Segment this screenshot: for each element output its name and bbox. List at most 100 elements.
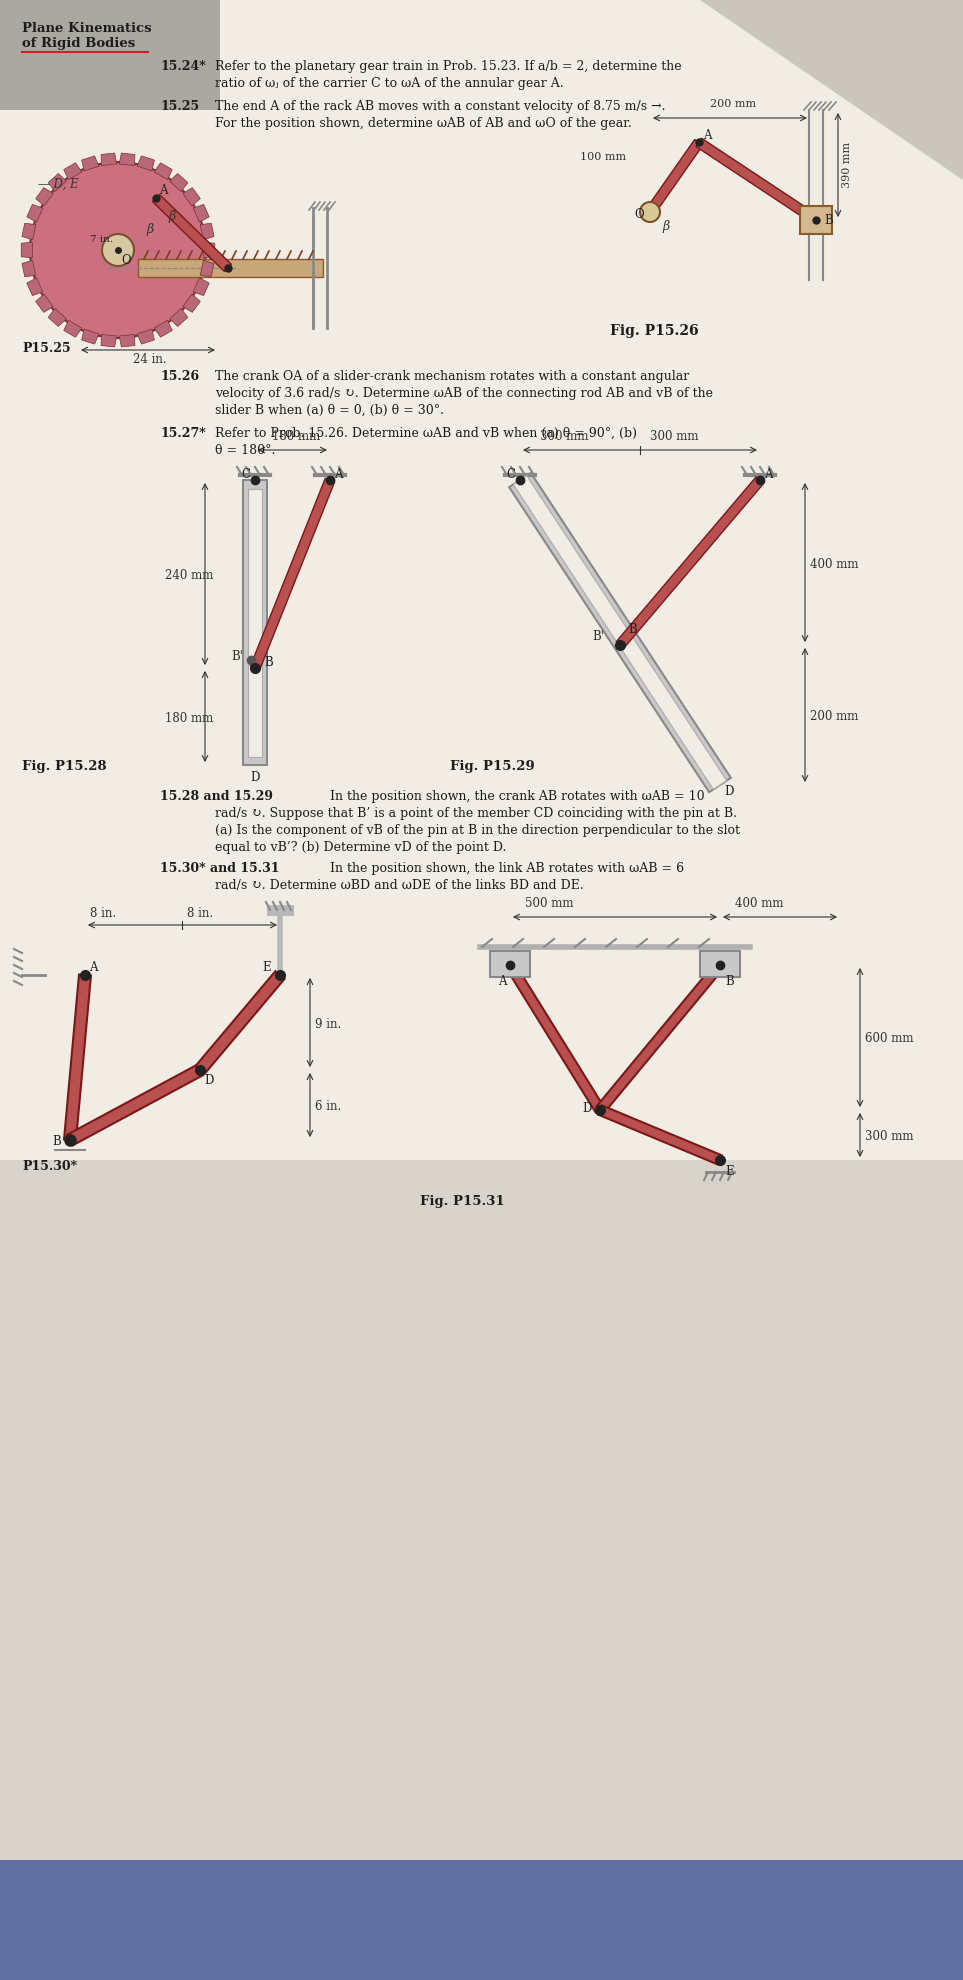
Polygon shape [64, 974, 91, 1140]
Text: For the position shown, determine ωAB of AB and ωO of the gear.: For the position shown, determine ωAB of… [215, 117, 632, 131]
Text: equal to vB’? (b) Determine vD of the point D.: equal to vB’? (b) Determine vD of the po… [215, 842, 507, 853]
Text: B': B' [231, 649, 243, 663]
Text: The crank OA of a slider-crank mechanism rotates with a constant angular: The crank OA of a slider-crank mechanism… [215, 370, 690, 382]
Circle shape [640, 202, 660, 222]
Polygon shape [64, 321, 82, 337]
Polygon shape [154, 162, 172, 180]
Polygon shape [36, 188, 53, 206]
Text: C: C [241, 467, 250, 481]
Bar [490, 950, 530, 976]
Text: — D, E: — D, E [38, 178, 79, 190]
Text: β: β [168, 210, 175, 224]
Text: Refer to the planetary gear train in Prob. 15.23. If a/b = 2, determine the: Refer to the planetary gear train in Pro… [215, 59, 682, 73]
Polygon shape [27, 204, 43, 222]
Text: C: C [506, 467, 515, 481]
Text: velocity of 3.6 rad/s ↻. Determine ωAB of the connecting rod AB and vB of the: velocity of 3.6 rad/s ↻. Determine ωAB o… [215, 386, 713, 400]
Text: A: A [498, 974, 507, 988]
Text: 400 mm: 400 mm [810, 558, 858, 570]
Text: A: A [703, 129, 712, 143]
Text: 400 mm: 400 mm [735, 897, 784, 911]
Polygon shape [194, 277, 209, 295]
Text: Fig. P15.29: Fig. P15.29 [450, 760, 534, 772]
Text: D: D [250, 770, 259, 784]
Text: θ = 180°.: θ = 180°. [215, 444, 275, 457]
Text: 15.26: 15.26 [160, 370, 199, 382]
Text: P15.25: P15.25 [22, 343, 70, 354]
Text: β: β [146, 224, 153, 236]
Text: 240 mm: 240 mm [165, 568, 214, 582]
Text: 600 mm: 600 mm [865, 1032, 914, 1045]
Polygon shape [82, 156, 99, 170]
Text: 500 mm: 500 mm [525, 897, 574, 911]
Bar [243, 479, 267, 764]
Polygon shape [195, 970, 285, 1073]
Text: 15.28 and 15.29: 15.28 and 15.29 [160, 790, 273, 804]
Polygon shape [169, 174, 188, 192]
Polygon shape [616, 477, 764, 647]
Text: 390 mm: 390 mm [842, 143, 852, 188]
Text: A: A [159, 184, 168, 196]
Polygon shape [700, 0, 963, 180]
Text: P15.30*: P15.30* [22, 1160, 77, 1172]
Polygon shape [22, 259, 36, 277]
Text: β: β [662, 220, 669, 234]
Text: slider B when (a) θ = 0, (b) θ = 30°.: slider B when (a) θ = 0, (b) θ = 30°. [215, 404, 444, 418]
Text: 24 in.: 24 in. [133, 352, 167, 366]
Polygon shape [36, 295, 53, 313]
Text: 15.30* and 15.31: 15.30* and 15.31 [160, 861, 279, 875]
Text: D: D [204, 1073, 214, 1087]
Polygon shape [101, 152, 117, 166]
Text: B: B [264, 655, 273, 669]
Polygon shape [200, 259, 214, 277]
Text: 200 mm: 200 mm [810, 711, 858, 723]
Polygon shape [506, 962, 604, 1113]
Polygon shape [48, 174, 66, 192]
Text: E: E [262, 960, 271, 974]
Polygon shape [598, 1105, 722, 1164]
Text: 8 in.: 8 in. [187, 907, 213, 921]
Text: 15.27*: 15.27* [160, 428, 206, 440]
Text: 100 mm: 100 mm [580, 152, 626, 162]
Text: B': B' [592, 630, 604, 644]
Bar [138, 259, 323, 277]
Text: A: A [764, 467, 772, 481]
Text: In the position shown, the crank AB rotates with ωAB = 10: In the position shown, the crank AB rota… [330, 790, 705, 804]
Bar [800, 206, 832, 234]
Polygon shape [22, 224, 36, 240]
Polygon shape [137, 329, 154, 345]
Text: O: O [634, 208, 643, 222]
Polygon shape [154, 321, 172, 337]
Text: Fig. P15.26: Fig. P15.26 [610, 325, 698, 339]
Text: Plane Kinematics: Plane Kinematics [22, 22, 151, 36]
Text: 180 mm: 180 mm [273, 430, 321, 444]
Text: 15.25: 15.25 [160, 101, 199, 113]
Text: 200 mm: 200 mm [710, 99, 756, 109]
Text: E: E [725, 1164, 734, 1178]
Polygon shape [152, 194, 231, 271]
Polygon shape [183, 295, 200, 313]
Text: Refer to Prob. 15.26. Determine ωAB and vB when (a) θ = 90°, (b): Refer to Prob. 15.26. Determine ωAB and … [215, 428, 637, 440]
Text: 180 mm: 180 mm [165, 711, 213, 725]
Polygon shape [101, 335, 117, 346]
Text: 300 mm: 300 mm [650, 430, 698, 444]
Text: 9 in.: 9 in. [315, 1018, 341, 1030]
Polygon shape [82, 329, 99, 345]
Polygon shape [48, 309, 66, 327]
Circle shape [30, 162, 206, 339]
Bar [248, 489, 262, 756]
Polygon shape [183, 188, 200, 206]
Polygon shape [64, 162, 82, 180]
Polygon shape [194, 204, 209, 222]
Text: (a) Is the component of vB of the pin at B in the direction perpendicular to the: (a) Is the component of vB of the pin at… [215, 824, 740, 838]
Text: ratio of ωⱼ of the carrier C to ωA of the annular gear A.: ratio of ωⱼ of the carrier C to ωA of th… [215, 77, 563, 89]
Polygon shape [119, 152, 135, 166]
Text: 300 mm: 300 mm [865, 1131, 914, 1142]
Text: rad/s ↻. Suppose that B’ is a point of the member CD coinciding with the pin at : rad/s ↻. Suppose that B’ is a point of t… [215, 808, 737, 820]
Polygon shape [200, 224, 214, 240]
Bar [700, 950, 740, 976]
Text: O: O [121, 253, 131, 267]
Polygon shape [27, 277, 43, 295]
Text: D: D [582, 1103, 591, 1115]
Text: 8 in.: 8 in. [90, 907, 117, 921]
Polygon shape [596, 962, 724, 1113]
